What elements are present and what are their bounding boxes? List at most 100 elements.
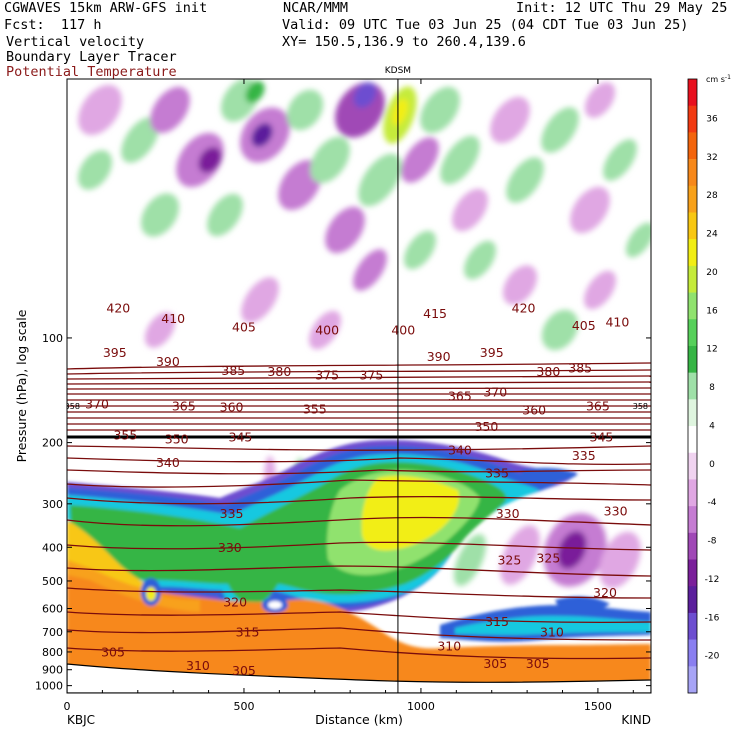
- wave-blob: [401, 137, 439, 183]
- theta-contour: [67, 387, 651, 390]
- theta-label: 385: [221, 363, 245, 378]
- theta-label: 375: [315, 368, 339, 383]
- cross-section-endpoints: XY= 150.5,136.9 to 260.4,139.6: [282, 34, 526, 50]
- organization: NCAR/MMM: [283, 0, 349, 16]
- model-title: CGWAVES 15km ARW-GFS init: [4, 0, 208, 16]
- theta-label: 305: [483, 656, 507, 671]
- theta-label: 415: [423, 306, 447, 321]
- theta-label: 310: [437, 639, 461, 654]
- theta-label: 355: [113, 427, 137, 442]
- theta-label: 420: [106, 300, 130, 315]
- y-tick-label: 600: [42, 602, 63, 615]
- wave-blob: [420, 86, 460, 134]
- theta-label: 315: [236, 624, 260, 639]
- tracer-yellow: [361, 475, 460, 551]
- y-tick-label: 300: [42, 498, 63, 511]
- y-tick-label: 800: [42, 646, 63, 659]
- colorbar-swatch: [688, 79, 697, 106]
- wave-blob: [391, 98, 409, 126]
- theta-contour: [67, 516, 651, 527]
- theta-contour: [67, 381, 651, 385]
- x-left-endpoint: KBJC: [67, 713, 95, 727]
- colorbar-label: -12: [705, 575, 720, 585]
- wave-blob: [490, 96, 530, 144]
- wave-blob: [440, 135, 480, 185]
- theta-contour: [67, 375, 651, 380]
- x-axis-label: Distance (km): [315, 712, 403, 727]
- colorbar-label: 8: [709, 383, 715, 393]
- colorbar-label: 20: [706, 268, 718, 278]
- wave-blob: [464, 240, 496, 280]
- theta-contour: [67, 362, 651, 370]
- potential-temperature-contours: [67, 362, 651, 660]
- colorbar-swatch: [688, 212, 697, 240]
- colorbar-label: 12: [706, 345, 717, 355]
- wave-blob: [502, 265, 538, 305]
- theta-label: 390: [427, 349, 451, 364]
- theta-contour: [67, 647, 651, 660]
- wave-blob: [506, 157, 544, 203]
- forecast-hour: Fcst: 117 h: [4, 17, 102, 33]
- theta-label: 365: [172, 399, 196, 414]
- wave-blob: [603, 139, 637, 181]
- theta-label: 395: [480, 345, 504, 360]
- theta-label: 410: [605, 315, 629, 330]
- colorbar-label: -8: [708, 537, 717, 547]
- colorbar-swatch: [688, 372, 697, 400]
- wave-blob: [207, 193, 243, 237]
- theta-label: 375: [359, 368, 383, 383]
- theta-label-group: 420 410 405 400 400 415 420 405 410 395 390 385 380 3…: [67, 300, 648, 678]
- theta-label: 340: [156, 455, 180, 470]
- tracer-cell-1-core: [146, 587, 156, 601]
- theta-label: 400: [391, 323, 415, 338]
- theta-label: 310: [186, 658, 210, 673]
- theta-label: 325: [497, 552, 521, 567]
- colorbar-unit: cm s-1: [706, 74, 731, 84]
- y-tick-label: 700: [42, 626, 63, 639]
- theta-label: 390: [156, 354, 180, 369]
- colorbar: 36 32 28 24 20 16 12 8 4 0 -4 -8 -12 -16 -20 cm s-1: [687, 74, 731, 694]
- wave-blob: [625, 222, 651, 258]
- wave-blob: [570, 186, 610, 234]
- theta-label: 365: [448, 389, 472, 404]
- wave-blob: [557, 531, 587, 569]
- theta-label: 380: [536, 364, 560, 379]
- tropopause-label: 358: [633, 402, 648, 411]
- y-tick-label: 1000: [35, 680, 63, 693]
- theta-label: 370: [85, 397, 109, 412]
- wave-blob: [121, 117, 159, 163]
- theta-label: 405: [572, 318, 596, 333]
- colorbar-swatch: [688, 586, 697, 614]
- tracer-mid-right-blue: [555, 596, 610, 612]
- theta-contour: [67, 369, 651, 375]
- theta-label: 340: [448, 442, 472, 457]
- colorbar-swatch: [688, 639, 697, 667]
- colorbar-swatch: [688, 105, 697, 133]
- theta-label: 320: [223, 595, 247, 610]
- theta-contour: [67, 627, 651, 641]
- y-tick-label: 500: [42, 575, 63, 588]
- theta-contour: [67, 541, 651, 551]
- colorbar-label: 28: [706, 191, 718, 201]
- wave-blob: [599, 531, 641, 589]
- station-label: KDSM: [385, 66, 411, 76]
- colorbar-swatch: [688, 479, 697, 507]
- y-axis-label: Pressure (hPa), log scale: [14, 309, 29, 462]
- colorbar-swatch: [688, 426, 697, 454]
- theta-contour: [67, 399, 651, 401]
- wave-blob: [452, 188, 488, 232]
- theta-label: 320: [593, 585, 617, 600]
- theta-label: 350: [474, 419, 498, 434]
- theta-contour: [67, 393, 651, 395]
- valid-time: Valid: 09 UTC Tue 03 Jun 25 (04 CDT Tue …: [282, 17, 689, 33]
- wave-blob: [353, 82, 377, 108]
- theta-contour: [67, 565, 651, 577]
- colorbar-unit-exp: -1: [725, 74, 731, 81]
- colorbar-label: 24: [706, 230, 718, 240]
- wave-blob: [500, 525, 540, 585]
- theta-contour: [67, 479, 651, 488]
- wave-blob: [150, 86, 190, 134]
- colorbar-swatch: [688, 506, 697, 534]
- x-tick-label: 0: [64, 700, 71, 713]
- theta-label: 350: [165, 431, 189, 446]
